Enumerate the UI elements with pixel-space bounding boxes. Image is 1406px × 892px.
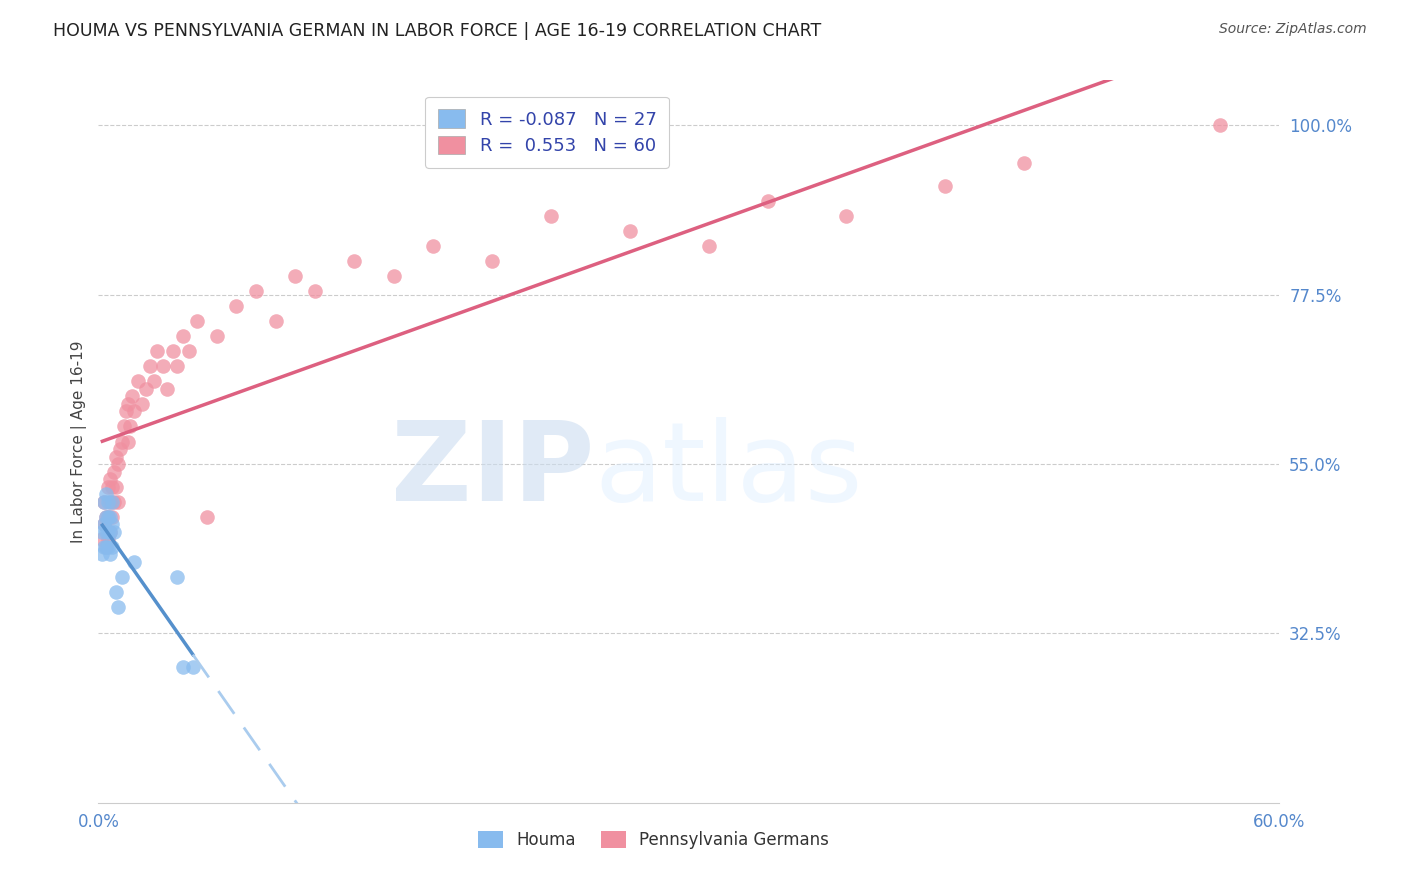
Point (93, 540, 115, 554)
Point (118, 419, 141, 434)
Point (111, 434, 134, 449)
Point (101, 480, 124, 494)
Point (96, 540, 118, 554)
Point (138, 359, 160, 374)
Point (97, 533, 120, 547)
Point (97, 480, 120, 494)
Point (97, 494, 120, 508)
Point (103, 524, 125, 539)
Point (131, 397, 153, 411)
Point (101, 494, 124, 508)
Point (93, 517, 115, 532)
Point (107, 494, 129, 508)
Point (101, 509, 124, 524)
Point (1012, 156, 1035, 170)
Point (142, 375, 165, 389)
Point (284, 268, 307, 283)
Point (225, 299, 247, 313)
Point (166, 570, 188, 584)
Point (93, 494, 115, 508)
Point (107, 457, 129, 471)
Point (177, 344, 200, 359)
Point (96, 524, 118, 539)
Point (103, 465, 125, 479)
Point (422, 239, 444, 253)
Point (96, 487, 118, 501)
Point (105, 480, 128, 494)
Point (186, 314, 208, 328)
Point (98, 509, 121, 524)
Point (98, 548, 121, 562)
Point (135, 382, 157, 396)
Point (91, 548, 114, 562)
Point (117, 434, 139, 449)
Point (111, 570, 134, 584)
Point (101, 540, 124, 554)
Point (127, 375, 149, 389)
Point (108, 442, 131, 456)
Point (91, 524, 114, 539)
Point (540, 209, 562, 223)
Point (112, 419, 135, 434)
Point (146, 344, 169, 359)
Point (117, 397, 139, 411)
Text: HOUMA VS PENNSYLVANIA GERMAN IN LABOR FORCE | AGE 16-19 CORRELATION CHART: HOUMA VS PENNSYLVANIA GERMAN IN LABOR FO… (53, 22, 821, 40)
Point (156, 382, 179, 396)
Point (934, 178, 956, 193)
Point (115, 404, 138, 418)
Point (619, 224, 641, 238)
Point (122, 404, 145, 418)
Y-axis label: In Labor Force | Age 16-19: In Labor Force | Age 16-19 (72, 340, 87, 543)
Text: ZIP: ZIP (391, 417, 595, 524)
Point (101, 517, 124, 532)
Point (105, 450, 128, 464)
Point (166, 359, 188, 374)
Point (245, 284, 267, 298)
Point (91, 533, 114, 547)
Point (304, 284, 326, 298)
Point (1209, 119, 1232, 133)
Point (98, 472, 121, 486)
Point (93, 494, 115, 508)
Point (97, 540, 120, 554)
Point (205, 329, 228, 343)
Point (96, 509, 118, 524)
Legend: Houma, Pennsylvania Germans: Houma, Pennsylvania Germans (471, 824, 835, 856)
Point (98, 494, 121, 508)
Point (98, 524, 121, 539)
Point (756, 194, 779, 208)
Point (343, 254, 366, 268)
Point (481, 254, 503, 268)
Point (97, 509, 120, 524)
Point (96, 509, 118, 524)
Point (162, 344, 184, 359)
Point (98, 524, 121, 539)
Point (107, 600, 129, 615)
Point (264, 314, 287, 328)
Text: Source: ZipAtlas.com: Source: ZipAtlas.com (1219, 22, 1367, 37)
Point (121, 389, 143, 403)
Point (181, 660, 204, 674)
Point (97, 524, 120, 539)
Point (105, 585, 128, 599)
Point (97, 509, 120, 524)
Point (93, 517, 115, 532)
Point (172, 329, 194, 343)
Point (697, 239, 720, 253)
Point (382, 268, 405, 283)
Point (172, 660, 194, 674)
Point (835, 209, 858, 223)
Point (122, 555, 145, 569)
Point (195, 509, 218, 524)
Point (96, 540, 118, 554)
Text: atlas: atlas (595, 417, 863, 524)
Point (103, 494, 125, 508)
Point (152, 359, 174, 374)
